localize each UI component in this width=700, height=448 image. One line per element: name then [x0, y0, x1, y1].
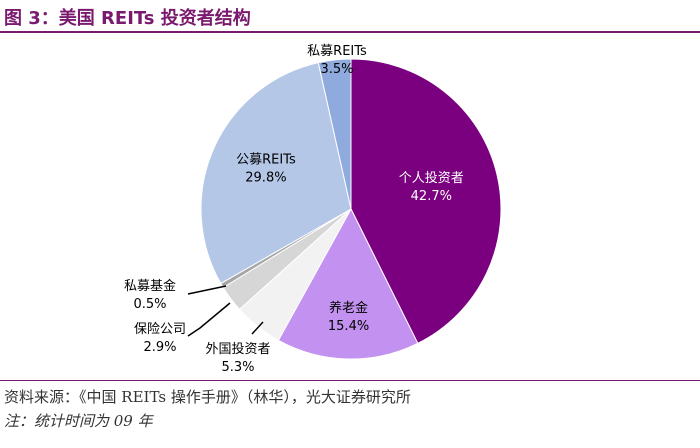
slice-name-label: 个人投资者: [399, 170, 464, 186]
source-note: 资料来源：《中国 REITs 操作手册》（林华），光大证券研究所: [4, 388, 411, 406]
slice-name-label: 公募REITs: [236, 152, 296, 167]
pie-slice: [277, 207, 419, 360]
bottom-divider: [0, 380, 700, 381]
slice-value-label: 2.9%: [143, 340, 176, 355]
slice-value-label: 5.3%: [221, 360, 254, 375]
leader-line: [251, 321, 264, 335]
slice-value-label: 29.8%: [245, 170, 286, 185]
top-divider: [0, 31, 700, 33]
leader-lines: [187, 285, 264, 337]
leader-line: [187, 285, 227, 295]
slice-value-label: 15.4%: [328, 319, 369, 334]
slice-labels: 个人投资者 42.7% 养老金 15.4% 外国投资者 5.3% 保险公司 2.9% 私募基金 0…: [124, 44, 464, 375]
slice-name-label: 保险公司: [134, 322, 186, 337]
slice-value-label: 0.5%: [133, 297, 166, 312]
pie-slices: [200, 58, 502, 360]
pie-slice: [317, 58, 352, 210]
pie-slice: [200, 62, 352, 285]
slice-value-label: 42.7%: [411, 189, 452, 204]
pie-slice: [350, 58, 502, 344]
slice-name-label: 外国投资者: [205, 341, 270, 357]
slice-name-label: 养老金: [329, 300, 368, 316]
slice-name-label: 私募基金: [124, 278, 176, 294]
chart-title: 图 3：美国 REITs 投资者结构: [4, 8, 251, 29]
slice-value-label: 3.5%: [320, 62, 353, 77]
pie-chart: 个人投资者 42.7% 养老金 15.4% 外国投资者 5.3% 保险公司 2.9% 私募基金 0…: [124, 44, 502, 375]
footnote: 注：统计时间为 09 年: [4, 412, 153, 430]
leader-line: [187, 302, 231, 337]
slice-name-label: 私募REITs: [307, 44, 367, 59]
